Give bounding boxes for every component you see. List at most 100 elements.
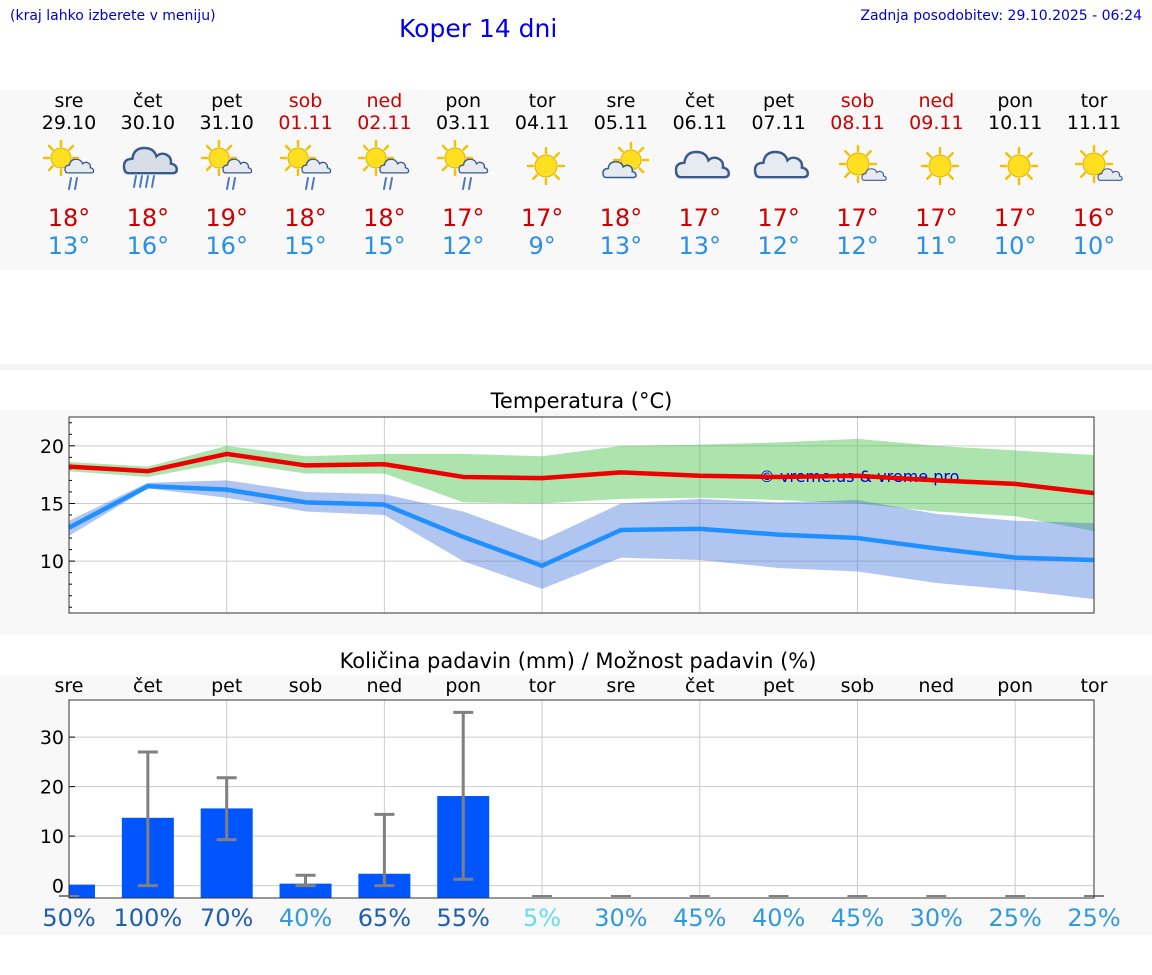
rain-shape [383, 177, 394, 190]
day-name: tor [1080, 90, 1108, 112]
day-date: 11.11 [1066, 112, 1122, 134]
day-name: čet [685, 90, 715, 112]
temp-min: 13° [47, 232, 91, 260]
temp-min: 16° [126, 232, 170, 260]
category-label: čet [133, 675, 163, 697]
temp-max: 17° [678, 204, 722, 232]
precip-probability: 45% [831, 904, 884, 932]
sun-shape [279, 139, 316, 177]
plot-frame [68, 699, 1095, 899]
day-name: sob [840, 90, 875, 112]
precip-probability: 25% [988, 904, 1041, 932]
sun-shape [526, 146, 566, 186]
rain-shape [68, 177, 78, 190]
day-date: 03.11 [436, 112, 491, 134]
cloud-shape [753, 150, 809, 179]
temp-max: 18° [126, 204, 170, 232]
day-name: pon [997, 90, 1034, 112]
forecast-day: pet 31.10 19° 16° [187, 90, 267, 260]
day-date: 31.10 [199, 112, 254, 134]
temp-max: 17° [520, 204, 564, 232]
sun-icon [999, 146, 1039, 186]
day-name: pet [763, 90, 795, 112]
category-label: sob [289, 675, 323, 697]
temp-min: 11° [915, 232, 958, 260]
cloud-shape [458, 158, 489, 174]
temp-min: 15° [284, 232, 327, 260]
sun-icon [526, 146, 566, 186]
cloud-icon [753, 150, 809, 179]
temp-max: 19° [205, 204, 248, 232]
precip-probability: 55% [437, 904, 490, 932]
precip-probability: 70% [200, 904, 253, 932]
cloud-shape [379, 158, 410, 174]
cloud-shape [64, 158, 95, 174]
temp-max: 17° [441, 204, 485, 232]
day-date: 30.10 [120, 112, 176, 134]
cloud-shape [602, 160, 637, 179]
forecast-day: ned 02.11 18° 15° [344, 90, 424, 260]
forecast-day: pon 10.11 17° 10° [975, 90, 1055, 260]
sun-icon [921, 146, 960, 186]
temp-min: 13° [599, 232, 643, 260]
temp-max: 17° [757, 204, 800, 232]
cloud-shape [860, 168, 887, 181]
temp-max: 18° [284, 204, 327, 232]
sun-shape [437, 139, 474, 177]
temp-min: 10° [993, 232, 1037, 260]
forecast-day: sre 05.11 18° 13° [581, 90, 661, 260]
forecast-day: pet 07.11 17° 12° [739, 90, 819, 260]
precip-probability: 65% [358, 904, 411, 932]
last-updated: Zadnja posodobitev: 29.10.2025 - 06:24 [860, 8, 1142, 24]
temp-max: 18° [47, 204, 91, 232]
day-date: 29.10 [41, 112, 97, 134]
y-tick-label: 30 [40, 727, 64, 749]
cloud-shape [674, 150, 730, 179]
day-name: sob [288, 90, 323, 112]
forecast-day: tor 11.11 16° 10° [1054, 90, 1134, 260]
day-date: 09.11 [909, 112, 964, 134]
sun-small-cloud-icon [838, 144, 887, 184]
day-name: sre [54, 90, 84, 112]
temp-min: 12° [441, 232, 485, 260]
plot-area [69, 417, 1094, 613]
max-range-band [69, 438, 1094, 532]
y-tick-label: 0 [52, 876, 64, 898]
plot-frame [68, 416, 1095, 614]
category-label: pon [997, 675, 1033, 697]
location-hint: (kraj lahko izberete v meniju) [10, 8, 216, 24]
precip-bar [69, 884, 95, 898]
y-tick-label: 15 [40, 493, 64, 515]
rain-shape [132, 175, 155, 188]
day-name: pon [445, 90, 482, 112]
day-name: sre [606, 90, 636, 112]
y-tick-label: 20 [40, 436, 64, 458]
cloud-shape [122, 146, 178, 175]
temp-min: 12° [757, 232, 800, 260]
min-range-band [69, 480, 1094, 600]
temp-min: 10° [1072, 232, 1116, 260]
day-date: 07.11 [751, 112, 806, 134]
category-label: sob [841, 675, 875, 697]
day-date: 10.11 [987, 112, 1043, 134]
forecast-day: pon 03.11 17° 12° [423, 90, 503, 260]
page-title: Koper 14 dni [399, 14, 558, 43]
cloud-rain-icon [122, 146, 178, 188]
day-name: čet [133, 90, 163, 112]
divider [0, 364, 1152, 370]
category-label: ned [366, 675, 402, 697]
cloud-shape [300, 158, 331, 174]
sun-cloud-rain-icon [279, 139, 331, 190]
rain-shape [304, 177, 315, 190]
temp-min: 13° [678, 232, 722, 260]
rain-shape [225, 177, 236, 190]
category-label: pon [445, 675, 481, 697]
category-label: tor [1081, 675, 1108, 697]
temp-max: 17° [993, 204, 1037, 232]
sun-shape [200, 139, 237, 177]
day-date: 05.11 [593, 112, 649, 134]
temp-max: 17° [915, 204, 958, 232]
precip-probability: 30% [594, 904, 647, 932]
cloud-shape [1097, 168, 1123, 181]
precip-chart-title: Količina padavin (mm) / Možnost padavin … [340, 649, 817, 673]
